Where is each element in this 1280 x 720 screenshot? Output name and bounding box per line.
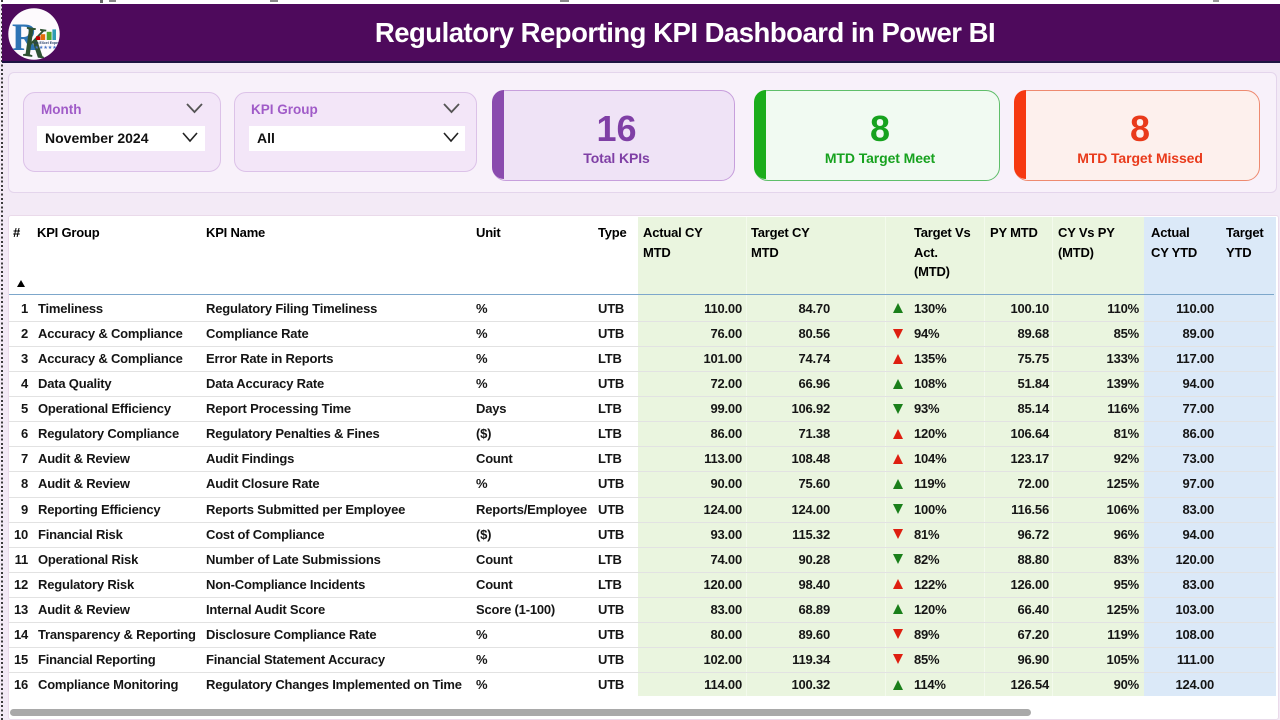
svg-text:★★★★★: ★★★★★: [35, 45, 58, 51]
svg-text:R: R: [12, 17, 39, 60]
svg-text:An EXcel Expert: An EXcel Expert: [34, 41, 60, 45]
